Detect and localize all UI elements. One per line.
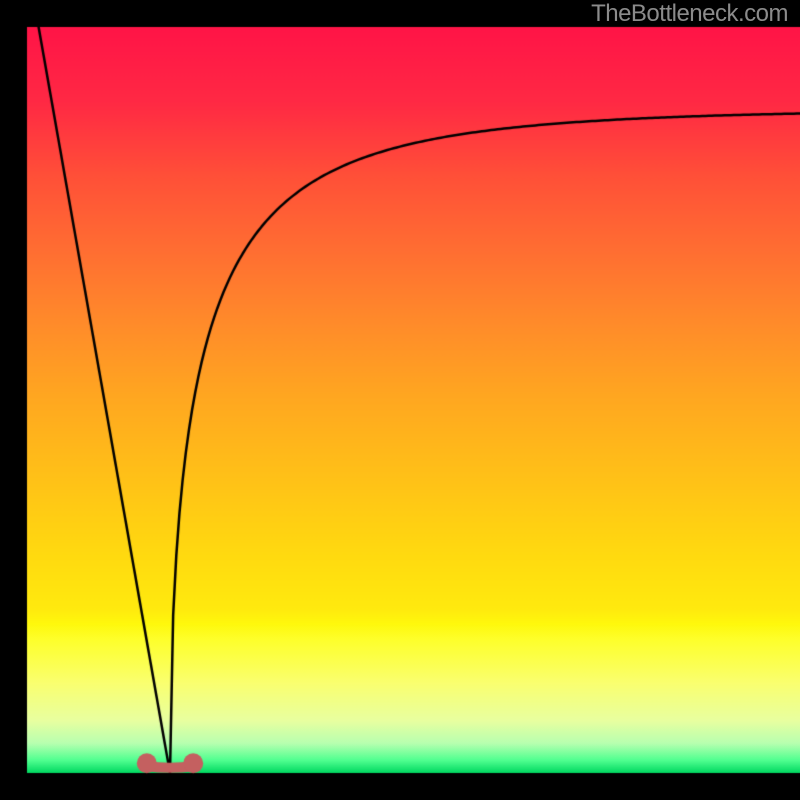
- bottleneck-chart-canvas: [0, 0, 800, 800]
- attribution-label: TheBottleneck.com: [591, 0, 788, 28]
- chart-container: TheBottleneck.com: [0, 0, 800, 800]
